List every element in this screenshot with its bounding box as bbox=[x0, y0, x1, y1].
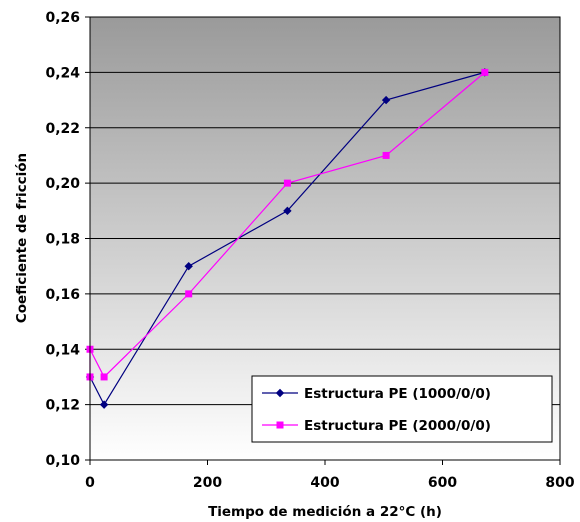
data-point-square bbox=[100, 373, 108, 381]
y-tick-label: 0,20 bbox=[45, 176, 80, 192]
legend-entry-1: Estructura PE (1000/0/0) bbox=[262, 386, 491, 402]
data-point-square bbox=[185, 290, 193, 298]
x-tick-label: 400 bbox=[310, 475, 339, 491]
y-tick-label: 0,10 bbox=[45, 453, 80, 469]
x-axis-title: Tiempo de medición a 22°C (h) bbox=[208, 504, 442, 520]
legend-box bbox=[251, 375, 553, 443]
data-point-diamond bbox=[283, 206, 292, 216]
legend: Estructura PE (1000/0/0) Estructura PE (… bbox=[251, 375, 553, 443]
data-point-diamond bbox=[184, 261, 193, 271]
data-point-diamond bbox=[99, 400, 109, 409]
y-tick-label: 0,22 bbox=[45, 121, 80, 137]
y-tick-label: 0,16 bbox=[45, 287, 80, 303]
series-layer bbox=[85, 68, 489, 409]
y-tick-label: 0,14 bbox=[45, 342, 80, 358]
data-point-square bbox=[283, 179, 291, 187]
y-axis-title: Coeficiente de fricción bbox=[14, 153, 30, 323]
x-tick-label: 200 bbox=[193, 475, 222, 491]
y-tick-label: 0,18 bbox=[45, 232, 80, 248]
legend-label: Estructura PE (2000/0/0) bbox=[304, 418, 491, 434]
y-tick-label: 0,12 bbox=[45, 398, 80, 414]
legend-entry-2: Estructura PE (2000/0/0) bbox=[262, 418, 491, 434]
legend-label: Estructura PE (1000/0/0) bbox=[304, 386, 491, 402]
y-tick-label: 0,24 bbox=[45, 65, 80, 81]
y-tick-label: 0,26 bbox=[45, 10, 80, 26]
data-point-square bbox=[481, 68, 489, 76]
y-axis-ticks: 0,10 0,12 0,14 0,16 0,18 0,20 0,22 0,24 0,26 bbox=[45, 10, 90, 469]
plot-area-border bbox=[89, 16, 561, 461]
x-tick-label: 600 bbox=[428, 475, 457, 491]
x-axis-ticks: 0 200 400 600 800 bbox=[85, 460, 575, 491]
legend-swatch-marker bbox=[275, 388, 285, 398]
legend-swatch-marker bbox=[276, 421, 284, 429]
data-point-square bbox=[382, 151, 390, 159]
x-tick-label: 800 bbox=[545, 475, 574, 491]
data-point-diamond bbox=[381, 95, 391, 105]
x-tick-label: 0 bbox=[85, 475, 95, 491]
